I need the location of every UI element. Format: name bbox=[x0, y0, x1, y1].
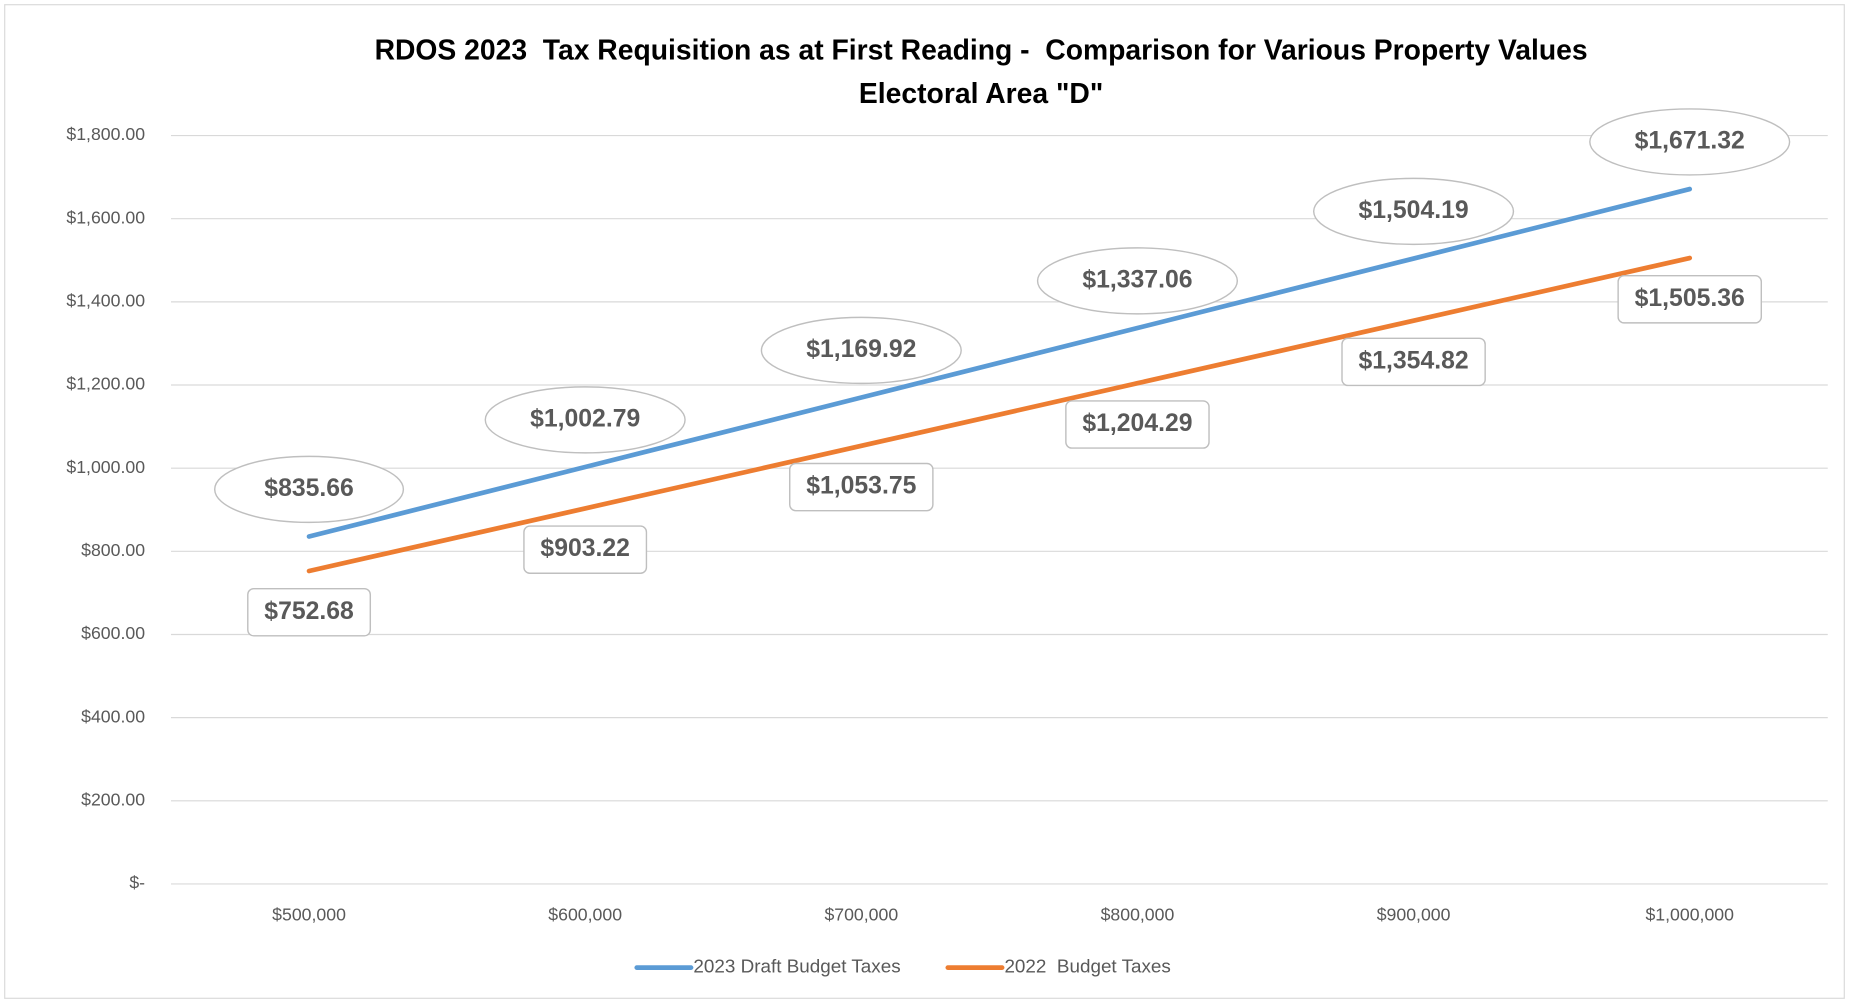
data-label-group: $1,204.29 bbox=[1065, 400, 1210, 449]
data-label-callout bbox=[484, 386, 686, 454]
x-tick-label: $900,000 bbox=[1377, 904, 1451, 924]
y-tick-label: $1,400.00 bbox=[66, 291, 145, 311]
y-tick-label: $200.00 bbox=[81, 789, 145, 809]
data-label-callout bbox=[760, 316, 962, 385]
data-label: $1,204.29 bbox=[1082, 410, 1192, 437]
series-line bbox=[306, 255, 1693, 574]
data-label-callout bbox=[1589, 108, 1791, 176]
y-tick-label: $600.00 bbox=[81, 623, 145, 643]
data-label-callout bbox=[1312, 177, 1515, 246]
data-label-group: $1,002.79 bbox=[484, 386, 686, 454]
data-label: $1,002.79 bbox=[530, 405, 640, 432]
data-label-group: $1,671.32 bbox=[1589, 108, 1791, 176]
data-label-group: $1,505.36 bbox=[1617, 275, 1762, 324]
data-label: $1,169.92 bbox=[806, 336, 916, 363]
data-label-callout bbox=[214, 455, 405, 524]
data-label-group: $752.68 bbox=[247, 587, 372, 637]
data-label-group: $903.22 bbox=[523, 525, 648, 574]
data-label-callout bbox=[1036, 247, 1239, 315]
data-label-group: $1,337.06 bbox=[1036, 247, 1239, 315]
chart-subtitle: Electoral Area "D" bbox=[859, 77, 1103, 109]
data-label-group: $1,053.75 bbox=[789, 462, 934, 512]
y-tick-label: $800.00 bbox=[81, 540, 145, 560]
y-tick-label: $1,800.00 bbox=[66, 124, 145, 144]
data-label: $1,504.19 bbox=[1359, 197, 1469, 224]
x-tick-label: $1,000,000 bbox=[1645, 904, 1734, 924]
data-label-box bbox=[247, 587, 372, 637]
data-label-box bbox=[1341, 337, 1486, 387]
legend-label: 2023 Draft Budget Taxes bbox=[693, 956, 900, 977]
data-label: $752.68 bbox=[264, 598, 353, 625]
data-label: $835.66 bbox=[264, 475, 353, 502]
legend-label: 2022 Budget Taxes bbox=[1004, 956, 1170, 977]
data-label-box bbox=[1617, 275, 1762, 324]
data-label-group: $1,504.19 bbox=[1312, 177, 1515, 246]
y-tick-label: $1,600.00 bbox=[66, 207, 145, 227]
data-label-box bbox=[1065, 400, 1210, 449]
x-tick-label: $500,000 bbox=[272, 904, 346, 924]
x-tick-label: $700,000 bbox=[824, 904, 898, 924]
data-label-group: $835.66 bbox=[214, 455, 405, 524]
series-line bbox=[306, 186, 1693, 539]
data-label: $1,505.36 bbox=[1635, 285, 1745, 312]
data-label-group: $1,354.82 bbox=[1341, 337, 1486, 387]
data-label: $1,671.32 bbox=[1635, 127, 1745, 154]
y-tick-label: $400.00 bbox=[81, 706, 145, 726]
data-label: $1,337.06 bbox=[1082, 266, 1192, 293]
data-label-group: $1,169.92 bbox=[760, 316, 962, 385]
x-tick-label: $600,000 bbox=[548, 904, 622, 924]
data-label: $1,053.75 bbox=[806, 473, 916, 500]
data-label: $903.22 bbox=[540, 535, 629, 562]
chart-title: RDOS 2023 Tax Requisition as at First Re… bbox=[375, 33, 1588, 65]
grid bbox=[170, 134, 1828, 885]
x-tick-label: $800,000 bbox=[1101, 904, 1175, 924]
data-label-box bbox=[523, 525, 648, 574]
y-tick-label: $1,000.00 bbox=[66, 457, 145, 477]
data-label: $1,354.82 bbox=[1359, 347, 1469, 374]
y-tick-label: $1,200.00 bbox=[66, 374, 145, 394]
data-label-box bbox=[789, 462, 934, 512]
y-tick-label: $- bbox=[129, 873, 145, 893]
